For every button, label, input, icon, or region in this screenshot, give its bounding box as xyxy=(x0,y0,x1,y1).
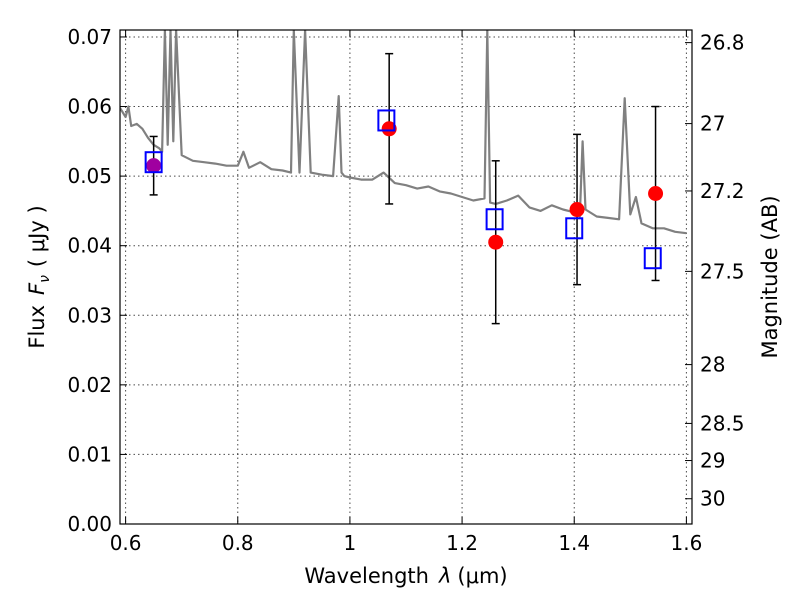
y-tick-label: 0.04 xyxy=(67,234,112,258)
magnitude-tick-label: 29 xyxy=(700,449,725,473)
magnitude-tick-label: 27 xyxy=(700,112,725,136)
observed-flux-point xyxy=(648,186,664,202)
model-photometry-square xyxy=(377,109,396,132)
y-tick-label: 0.02 xyxy=(67,373,112,397)
model-photometry-square xyxy=(565,217,584,240)
x-axis-label: Wavelength λ (μm) xyxy=(304,564,507,588)
model-spectrum-line xyxy=(120,30,687,235)
grid-lines xyxy=(120,30,692,525)
observed-flux-point xyxy=(381,121,397,137)
y-axis-label: FluxFν( μJy ) xyxy=(25,205,53,348)
x-tick-label: 1.4 xyxy=(558,531,590,555)
model-photometry-square xyxy=(485,208,504,231)
magnitude-tick-label: 30 xyxy=(700,487,725,511)
model-photometry-square xyxy=(144,151,163,174)
magnitude-axis-label: Magnitude (AB) xyxy=(758,195,782,358)
model-photometry-square xyxy=(643,247,662,270)
photometry-points xyxy=(144,52,664,325)
plot-frame xyxy=(119,29,693,525)
observed-flux-point xyxy=(569,202,585,218)
axis-ticks: 0.6 0.8 1 1.2 1.4 1.6 0.00 0.01 0.02 0.03 0.04 0.05… xyxy=(67,25,744,555)
y-tick-label: 0.00 xyxy=(67,512,112,536)
model-spectrum xyxy=(120,30,687,235)
magnitude-tick-label: 26.8 xyxy=(700,31,745,55)
y-tick-label: 0.06 xyxy=(67,95,112,119)
y-tick-label: 0.03 xyxy=(67,303,112,327)
y-tick-label: 0.01 xyxy=(67,442,112,466)
x-tick-label: 0.6 xyxy=(110,531,142,555)
x-tick-label: 0.8 xyxy=(222,531,254,555)
magnitude-tick-label: 27.5 xyxy=(700,259,745,283)
y-tick-label: 0.05 xyxy=(67,164,112,188)
y-tick-label: 0.07 xyxy=(67,25,112,49)
magnitude-tick-label: 27.2 xyxy=(700,179,745,203)
x-tick-label: 1 xyxy=(344,531,357,555)
magnitude-tick-label: 28 xyxy=(700,353,725,377)
magnitude-tick-label: 28.5 xyxy=(700,411,745,435)
x-tick-label: 1.2 xyxy=(446,531,478,555)
observed-flux-point xyxy=(146,158,162,174)
x-tick-label: 1.6 xyxy=(670,531,702,555)
observed-flux-point xyxy=(488,234,504,250)
